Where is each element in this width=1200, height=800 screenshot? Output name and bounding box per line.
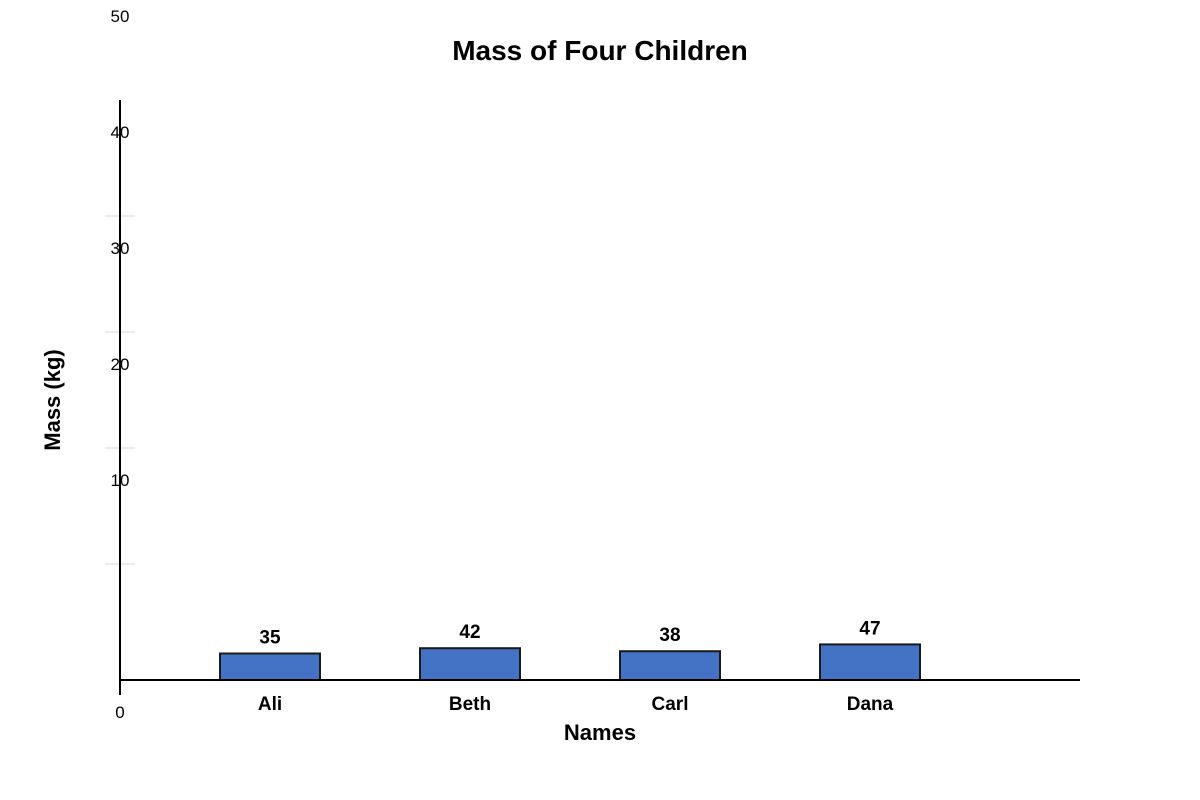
- bar-value-label: 35: [259, 628, 281, 649]
- y-tick-label: 20: [111, 355, 130, 374]
- bar-value-label: 38: [659, 625, 680, 646]
- y-axis-title: Mass (kg): [40, 349, 65, 450]
- x-axis-ticks: Ali Beth Carl Dana: [258, 694, 894, 715]
- bar: [819, 643, 921, 682]
- y-tick-label: 30: [111, 239, 130, 258]
- y-axis-ticks: 0 10 20 30 40 50: [111, 7, 130, 722]
- bar: [419, 647, 521, 681]
- x-category-label: Carl: [652, 694, 689, 715]
- x-category-label: Dana: [847, 694, 894, 715]
- x-category-label: Beth: [449, 694, 491, 715]
- x-axis-title: Names: [564, 720, 636, 745]
- data-labels: 35 42 38 47: [259, 618, 880, 648]
- bar-value-label: 42: [459, 622, 480, 643]
- y-tick-label: 0: [115, 703, 124, 722]
- bar: [219, 652, 321, 682]
- bar: [619, 650, 721, 682]
- y-tick-label: 10: [111, 471, 130, 490]
- y-tick-label: 50: [111, 7, 130, 26]
- chart-title: Mass of Four Children: [452, 35, 748, 66]
- bar-value-label: 47: [859, 618, 880, 639]
- x-category-label: Ali: [258, 694, 282, 715]
- bars: [219, 643, 921, 682]
- y-tick-label: 40: [111, 123, 130, 142]
